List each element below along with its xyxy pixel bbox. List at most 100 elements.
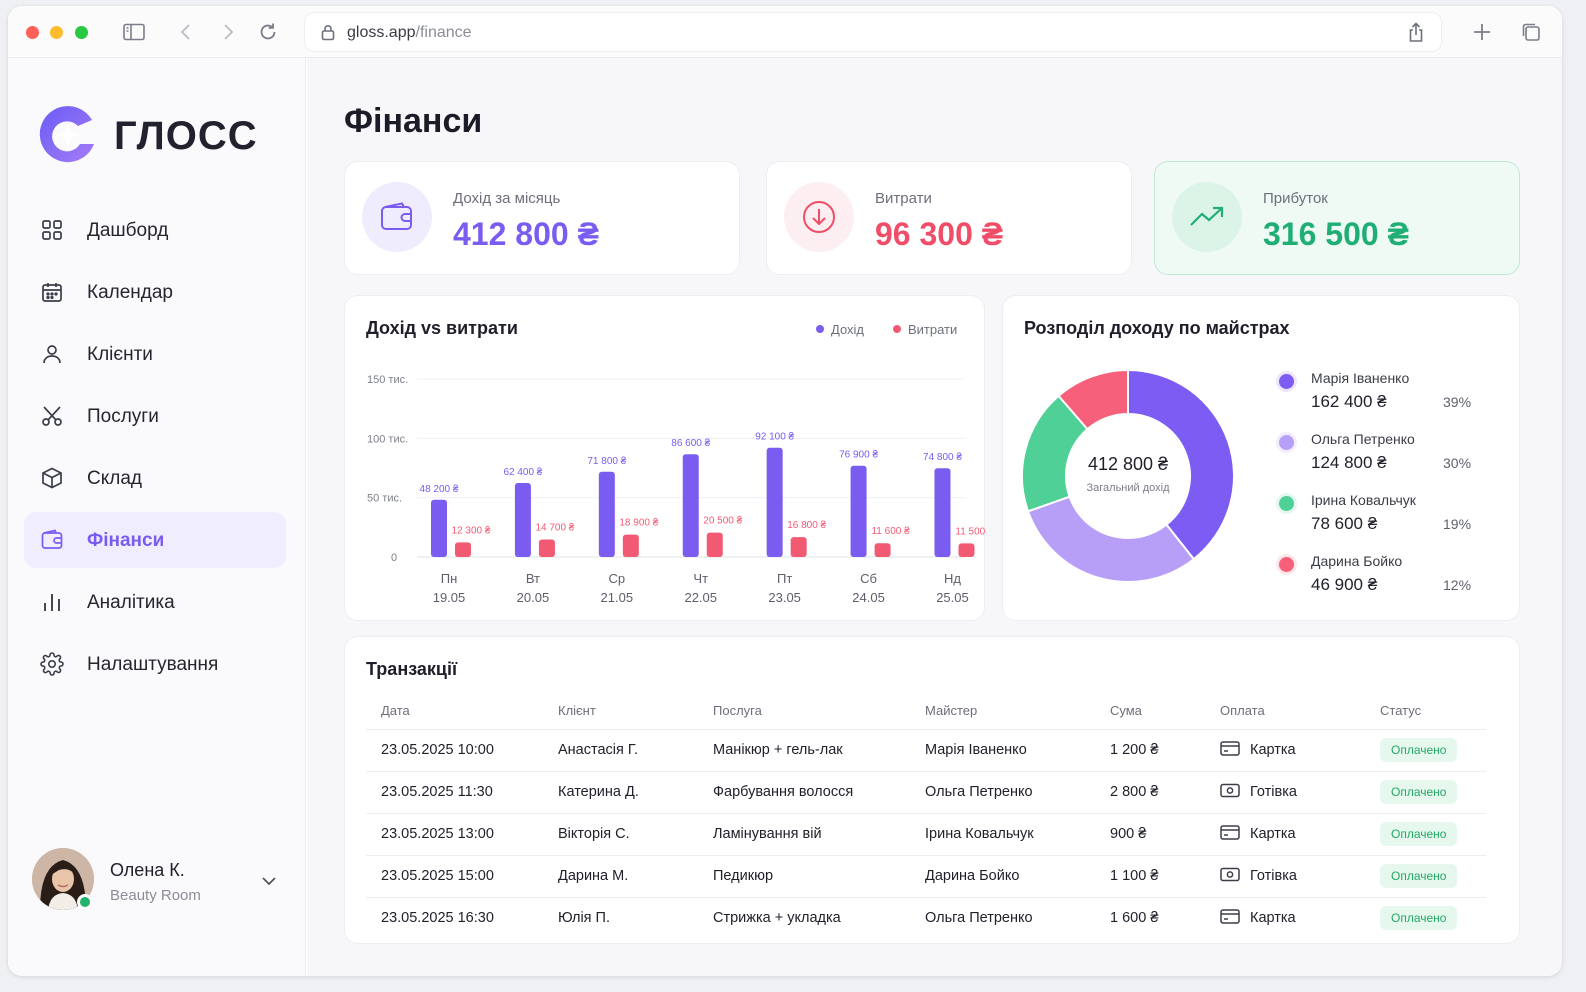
legend-label: Дохід [831, 322, 865, 337]
user-workspace: Beauty Room [110, 887, 201, 904]
sidebar-item-label: Аналітика [87, 592, 175, 613]
x-tick-date: 24.05 [852, 590, 885, 605]
sidebar-item-clients[interactable]: Клієнти [24, 326, 286, 382]
cell-status: Оплачено [1365, 771, 1486, 814]
master-income: 78 600 ₴ [1311, 514, 1378, 533]
master-percent: 30% [1443, 455, 1472, 471]
sidebar-item-analytics[interactable]: Аналітика [24, 574, 286, 630]
user-icon [40, 342, 64, 366]
url-text: gloss.app/finance [347, 24, 472, 42]
browser-window: gloss.app/finance ГЛОСС [8, 6, 1562, 976]
cell-date: 23.05.2025 13:00 [366, 813, 543, 856]
tabs-overview-icon[interactable] [1519, 20, 1543, 44]
sidebar-toggle-icon[interactable] [122, 20, 146, 44]
column-header-client[interactable]: Клієнт [543, 693, 698, 730]
address-bar[interactable]: gloss.app/finance [304, 12, 1442, 52]
dashboard-grid-icon [40, 218, 64, 242]
wallet-icon [40, 528, 64, 552]
master-income: 124 800 ₴ [1311, 453, 1387, 472]
column-header-status[interactable]: Статус [1365, 693, 1486, 730]
data-label-income: 62 400 ₴ [503, 467, 542, 478]
x-tick-date: 21.05 [601, 590, 634, 605]
sidebar-item-label: Послуги [87, 406, 159, 427]
column-header-date[interactable]: Дата [366, 693, 543, 730]
column-header-service[interactable]: Послуга [698, 693, 910, 730]
cell-status: Оплачено [1365, 729, 1486, 772]
status-badge: Оплачено [1380, 738, 1458, 762]
table-row[interactable]: 23.05.2025 16:30 Юлія П. Стрижка + укладка… [366, 897, 1486, 939]
sidebar-item-dashboard[interactable]: Дашборд [24, 202, 286, 258]
bar-income [682, 454, 699, 557]
cell-service: Стрижка + укладка [713, 910, 841, 927]
data-label-income: 92 100 ₴ [755, 432, 794, 443]
master-name: Ольга Петренко [1311, 431, 1415, 447]
cell-payment: Картка [1205, 813, 1365, 856]
online-status-dot [77, 894, 93, 910]
arrow-down-circle-icon [784, 182, 854, 252]
back-icon[interactable] [174, 20, 198, 44]
stat-card-profit: Прибуток 316 500 ₴ [1154, 161, 1520, 275]
stat-label: Прибуток [1263, 190, 1328, 207]
transactions-card: Транзакції Дата Клієнт Послуга Майстер С… [344, 636, 1520, 944]
x-tick-label: Ср [609, 571, 626, 586]
cell-client: Вікторія С. [543, 813, 698, 856]
cash-icon [1220, 783, 1240, 802]
cell-date: 23.05.2025 10:00 [366, 729, 543, 772]
cell-status: Оплачено [1365, 897, 1486, 939]
cell-payment: Картка [1205, 897, 1365, 939]
scissors-icon [40, 404, 64, 428]
sidebar-item-finance[interactable]: Фінанси [24, 512, 286, 568]
y-tick-label: 150 тис. [367, 374, 408, 386]
x-tick-label: Пт [777, 571, 792, 586]
brand-logo[interactable] [34, 102, 100, 168]
sidebar-item-settings[interactable]: Налаштування [24, 636, 286, 692]
share-icon[interactable] [1407, 22, 1425, 48]
cell-sum: 2 800 ₴ [1095, 771, 1205, 814]
minimize-window-button[interactable] [50, 26, 63, 39]
cell-status: Оплачено [1365, 855, 1486, 898]
data-label-income: 76 900 ₴ [839, 450, 878, 461]
column-header-payment[interactable]: Оплата [1205, 693, 1365, 730]
x-tick-date: 23.05 [768, 590, 801, 605]
cell-client: Катерина Д. [543, 771, 698, 814]
forward-icon[interactable] [216, 20, 240, 44]
user-profile[interactable]: Олена К. Beauty Room [30, 848, 288, 914]
stat-label: Витрати [875, 190, 932, 207]
stat-value: 316 500 ₴ [1263, 216, 1409, 252]
close-window-button[interactable] [26, 26, 39, 39]
sidebar-item-services[interactable]: Послуги [24, 388, 286, 444]
brand-name: ГЛОСС [114, 114, 258, 158]
new-tab-icon[interactable] [1470, 20, 1494, 44]
cash-icon [1220, 867, 1240, 886]
maximize-window-button[interactable] [75, 26, 88, 39]
cell-master: Ольга Петренко [910, 771, 1095, 814]
sidebar-item-calendar[interactable]: Календар [24, 264, 286, 320]
bar-income [934, 468, 951, 557]
reload-icon[interactable] [256, 20, 280, 44]
column-header-sum[interactable]: Сума [1095, 693, 1205, 730]
cell-sum: 1 600 ₴ [1110, 910, 1159, 927]
chart-title: Розподіл доходу по майстрах [1024, 318, 1290, 338]
table-row[interactable]: 23.05.2025 15:00 Дарина М. Педикюр Дарина Б… [366, 855, 1486, 898]
payment-method: Готівка [1250, 784, 1297, 800]
cell-status: Оплачено [1365, 813, 1486, 856]
cell-service: Манікюр + гель-лак [698, 729, 910, 772]
y-tick-label: 0 [391, 552, 397, 564]
sidebar-item-label: Дашборд [87, 220, 169, 241]
payment-method: Готівка [1250, 868, 1297, 884]
income-vs-expenses-card: Дохід vs витрати Дохід Витрати 0 50 тис. 1… [344, 295, 986, 621]
column-header-master[interactable]: Майстер [910, 693, 1095, 730]
chart-title: Дохід vs витрати [366, 318, 518, 338]
chevron-down-icon[interactable] [260, 872, 278, 890]
bar-chart: 0 50 тис. 100 тис. 150 тис. 48 200 ₴ 12 300 ₴… [367, 374, 986, 605]
x-tick-date: 19.05 [433, 590, 466, 605]
table-row[interactable]: 23.05.2025 11:30 Катерина Д. Фарбування во… [366, 771, 1486, 814]
box-icon [40, 466, 64, 490]
table-row[interactable]: 23.05.2025 10:00 Анастасія Г. Манікюр + ге… [366, 729, 1486, 772]
payment-method: Картка [1250, 910, 1296, 927]
table-row[interactable]: 23.05.2025 13:00 Вікторія С. Ламінування в… [366, 813, 1486, 856]
card-icon [1220, 824, 1240, 844]
sidebar-item-warehouse[interactable]: Склад [24, 450, 286, 506]
legend-swatch-income [816, 325, 824, 333]
bar-expense [622, 534, 639, 557]
